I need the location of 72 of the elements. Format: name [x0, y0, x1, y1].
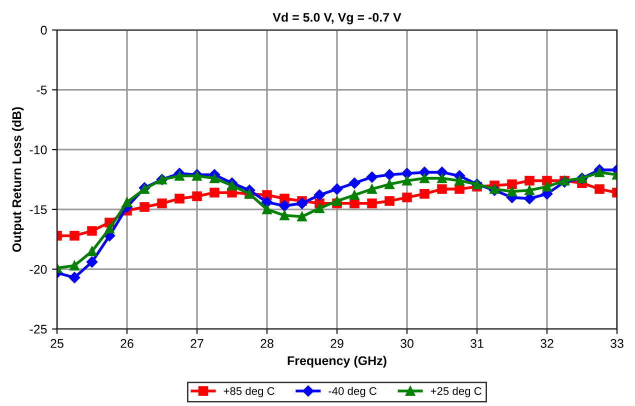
y-tick-label: -25 — [30, 324, 47, 334]
x-tick-label: 33 — [610, 339, 624, 348]
point — [296, 198, 308, 210]
x-tick-label: 31 — [470, 339, 484, 348]
point — [227, 180, 237, 190]
point — [174, 171, 184, 181]
point — [122, 197, 132, 208]
point — [331, 183, 343, 195]
x-tick-label: 26 — [120, 339, 134, 348]
point — [68, 272, 80, 284]
point — [350, 198, 360, 208]
y-tick-label: -5 — [36, 86, 47, 94]
point — [420, 173, 430, 184]
x-tick-label: 29 — [330, 339, 344, 348]
point — [524, 176, 534, 186]
point — [261, 196, 273, 208]
x-tick-label: 27 — [190, 339, 204, 348]
point — [278, 200, 290, 212]
point — [507, 186, 517, 196]
point — [402, 176, 412, 186]
point — [490, 184, 500, 194]
point — [366, 172, 378, 183]
chart-title: Vd = 5.0 V, Vg = -0.7 V — [272, 12, 402, 24]
point — [70, 230, 80, 241]
point — [140, 202, 150, 212]
point — [594, 167, 604, 178]
x-tick-label: 32 — [540, 339, 554, 348]
point — [297, 212, 307, 222]
point — [348, 177, 360, 189]
point — [314, 203, 324, 214]
point — [70, 260, 80, 270]
point — [437, 184, 447, 194]
point — [402, 192, 412, 202]
point — [210, 173, 220, 184]
point — [594, 184, 604, 194]
point — [437, 173, 447, 184]
point — [350, 190, 360, 200]
y-tick-label: -15 — [30, 205, 47, 214]
y-axis-title: Output Return Loss (dB) — [12, 107, 24, 252]
point — [384, 179, 394, 190]
point — [367, 184, 377, 194]
point — [542, 182, 552, 192]
point — [384, 196, 394, 206]
point — [454, 176, 464, 186]
point — [192, 191, 202, 202]
point — [420, 188, 430, 199]
point — [280, 210, 290, 220]
legend-label: -40 deg C — [328, 386, 377, 398]
point — [314, 189, 326, 201]
point — [174, 194, 184, 204]
point — [87, 226, 97, 236]
point — [262, 204, 272, 214]
point — [86, 256, 98, 268]
point — [104, 224, 114, 234]
point — [87, 246, 97, 256]
legend-label: +85 deg C — [224, 386, 274, 398]
point — [157, 198, 167, 208]
x-tick-label: 28 — [260, 339, 274, 348]
point — [210, 188, 220, 198]
y-tick-label: -20 — [30, 265, 47, 274]
point — [524, 185, 534, 196]
point — [332, 196, 342, 206]
x-axis-title: Frequency (GHz) — [288, 356, 386, 368]
x-tick-label: 30 — [400, 339, 414, 348]
point — [384, 169, 396, 180]
point — [367, 198, 377, 208]
y-tick-label: -10 — [30, 145, 47, 154]
legend-label: +25 deg C — [430, 386, 482, 398]
point — [507, 179, 517, 190]
y-tick-label: 0 — [40, 26, 47, 35]
x-tick-label: 25 — [50, 339, 64, 348]
point — [454, 184, 464, 194]
